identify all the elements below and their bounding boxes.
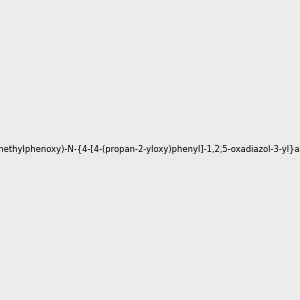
Text: 2-(2,3-dimethylphenoxy)-N-{4-[4-(propan-2-yloxy)phenyl]-1,2,5-oxadiazol-3-yl}ace: 2-(2,3-dimethylphenoxy)-N-{4-[4-(propan-…	[0, 146, 300, 154]
